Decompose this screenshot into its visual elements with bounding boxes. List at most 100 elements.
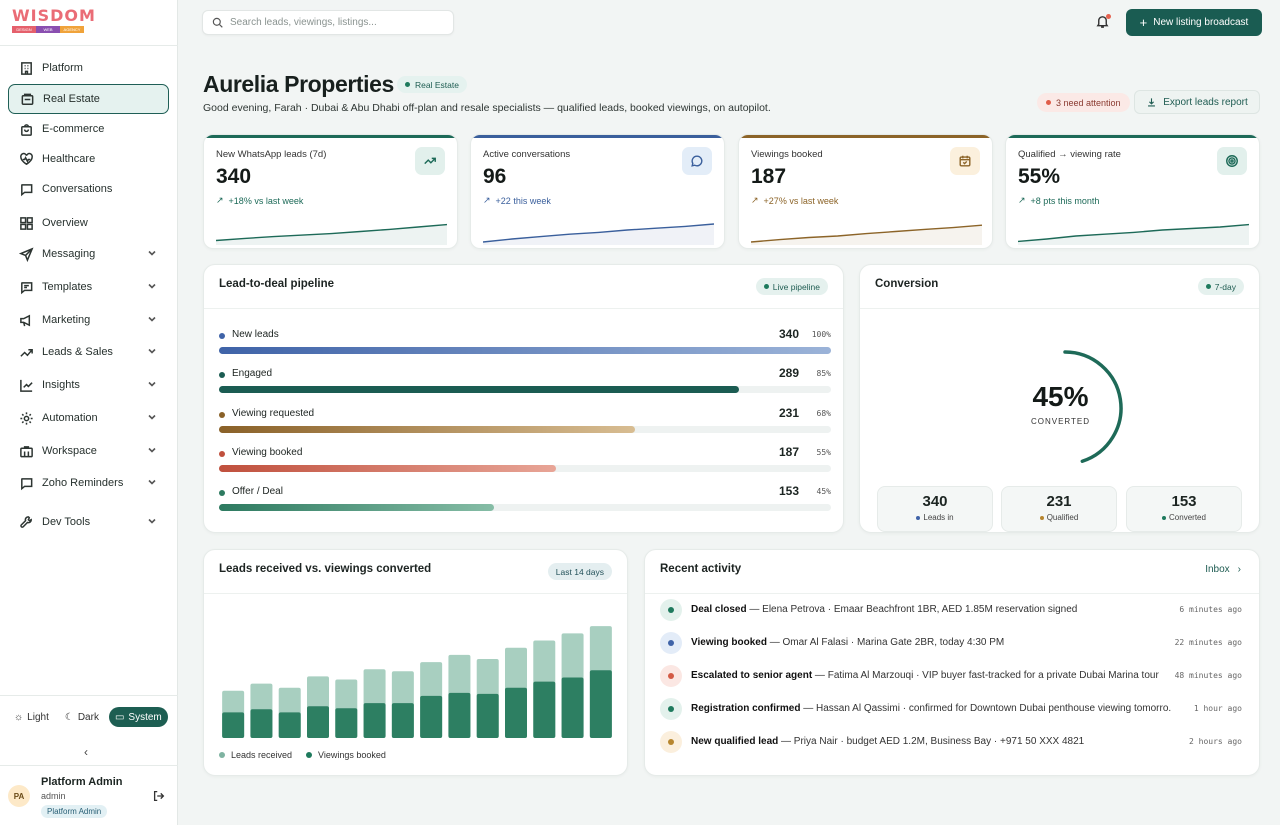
chat-icon <box>18 181 34 197</box>
pipeline-stage[interactable]: Viewing booked 187 55% <box>219 445 831 475</box>
stat-label-text: Converted <box>1169 513 1206 522</box>
activity-dot <box>668 607 674 613</box>
pipeline-stage[interactable]: Engaged 289 85% <box>219 366 831 396</box>
inbox-link-label: Inbox <box>1205 564 1230 575</box>
stage-value: 187 <box>778 444 799 459</box>
kpi-card[interactable]: Qualified → viewing rate 55% ↗ +8 pts this … <box>1005 134 1260 249</box>
activity-time: 48 minutes ago <box>1174 671 1242 680</box>
inbox-link[interactable]: Inbox › <box>1205 564 1241 575</box>
stat-label: Leads in <box>878 513 992 522</box>
viewings-booked-bar <box>589 670 612 738</box>
monitor-icon: ▭ <box>114 711 125 723</box>
leads-chart-title: Leads received vs. viewings converted <box>219 563 432 575</box>
activity-event: Deal closed <box>691 604 747 615</box>
arrow-up-right-icon: ↗ <box>751 195 759 205</box>
activity-item[interactable]: Deal closed — Elena Petrova · Emaar Beac… <box>660 595 1246 625</box>
stage-bar <box>219 464 556 472</box>
period-label: 7-day <box>1214 281 1236 292</box>
sidebar-item-label: Healthcare <box>42 153 96 165</box>
activity-time: 2 hours ago <box>1189 737 1242 746</box>
date-range-label: Last 14 days <box>555 566 604 577</box>
chevron-down-icon <box>147 346 157 356</box>
theme-system-button[interactable]: ▭ System <box>108 707 168 727</box>
activity-status-icon <box>660 665 682 687</box>
kpi-delta-label: +8 pts this month <box>1030 195 1100 206</box>
pipeline-pill-label: Live pipeline <box>772 281 820 292</box>
activity-time: 6 minutes ago <box>1179 605 1242 614</box>
sidebar-item-zoho-reminders[interactable]: Zoho Reminders <box>8 468 169 498</box>
viewings-booked-bar <box>250 709 273 738</box>
kpi-card[interactable]: New WhatsApp leads (7d) 340 ↗ +18% vs last … <box>203 134 458 249</box>
activity-time: 1 hour ago <box>1193 704 1242 713</box>
sidebar-item-workspace[interactable]: Workspace <box>8 436 169 466</box>
activity-status-icon <box>660 698 682 720</box>
sidebar-item-label: Zoho Reminders <box>42 477 124 489</box>
kpi-card[interactable]: Active conversations 96 ↗ +22 this week <box>470 134 725 249</box>
attention-badge[interactable]: 3 need attention <box>1037 93 1130 112</box>
theme-light-button[interactable]: ☼ Light <box>8 707 55 727</box>
user-role: admin <box>41 791 66 801</box>
search-input[interactable]: Search leads, viewings, listings... <box>202 10 454 35</box>
stage-value: 289 <box>778 366 799 381</box>
activity-detail: — Fatima Al Marzouqi · VIP buyer fast-tr… <box>812 670 1159 681</box>
sidebar-item-label: Overview <box>42 217 88 229</box>
pipeline-stage[interactable]: Offer / Deal 153 45% <box>219 484 831 514</box>
activity-item[interactable]: Escalated to senior agent — Fatima Al Ma… <box>660 661 1246 691</box>
kpi-value: 55% <box>1018 165 1061 188</box>
kpi-label: Viewings booked <box>751 149 823 160</box>
activity-detail: — Omar Al Falasi · Marina Gate 2BR, toda… <box>766 637 1005 648</box>
sidebar-item-insights[interactable]: Insights <box>8 370 169 400</box>
sidebar-item-marketing[interactable]: Marketing <box>8 305 169 335</box>
sidebar-item-conversations[interactable]: Conversations <box>8 174 169 204</box>
sidebar-item-templates[interactable]: Templates <box>8 272 169 302</box>
moon-icon: ☾ <box>64 711 74 723</box>
sidebar-item-automation[interactable]: Automation <box>8 403 169 433</box>
sidebar-item-real-estate[interactable]: Real Estate <box>8 84 169 114</box>
activity-text: Viewing booked — Omar Al Falasi · Marina… <box>691 637 1171 648</box>
download-icon <box>1148 97 1156 106</box>
sidebar-item-label: Conversations <box>42 183 113 195</box>
sidebar-item-leads-sales[interactable]: Leads & Sales <box>8 337 169 367</box>
viewings-booked-bar <box>278 712 301 738</box>
send-icon <box>18 246 34 262</box>
sidebar-item-platform[interactable]: Platform <box>8 53 169 83</box>
activity-item[interactable]: New qualified lead — Priya Nair · budget… <box>660 727 1246 757</box>
collapse-sidebar-button[interactable]: ‹ <box>84 745 88 759</box>
stage-percent: 100% <box>811 330 831 339</box>
pipeline-stage[interactable]: Viewing requested 231 68% <box>219 406 831 436</box>
card-header <box>645 550 1259 594</box>
activity-dot <box>668 640 674 646</box>
chart-icon <box>18 377 34 393</box>
logout-icon[interactable] <box>152 789 166 803</box>
sidebar-item-overview[interactable]: Overview <box>8 208 169 238</box>
legend-swatch <box>306 752 313 758</box>
sidebar-item-dev-tools[interactable]: Dev Tools <box>8 507 169 537</box>
status-dot <box>405 82 410 87</box>
sidebar-item-healthcare[interactable]: Healthcare <box>8 144 169 174</box>
sidebar-item-label: E-commerce <box>42 123 105 135</box>
chevron-right-icon: › <box>1237 564 1241 575</box>
activity-event: Escalated to senior agent <box>691 670 813 681</box>
stage-track <box>219 504 831 512</box>
export-leads-report-button[interactable]: Export leads report <box>1134 90 1260 114</box>
kpi-card[interactable]: Viewings booked 187 ↗ +27% vs last week <box>738 134 993 249</box>
new-listing-broadcast-button[interactable]: + New listing broadcast <box>1126 9 1262 36</box>
avatar: PA <box>8 785 30 807</box>
arrow-up-right-icon: ↗ <box>216 195 224 205</box>
grid-icon <box>18 215 34 231</box>
leads-bar-chart <box>222 626 612 738</box>
chevron-down-icon <box>147 412 157 422</box>
sidebar-item-messaging[interactable]: Messaging <box>8 239 169 269</box>
stage-label: Offer / Deal <box>232 486 283 498</box>
pipeline-stage[interactable]: New leads 340 100% <box>219 327 831 357</box>
sidebar-item-e-commerce[interactable]: E-commerce <box>8 114 169 144</box>
notifications-button[interactable] <box>1095 14 1111 30</box>
stage-percent: 85% <box>816 369 831 379</box>
theme-dark-button[interactable]: ☾ Dark <box>59 707 105 727</box>
notification-dot <box>1106 14 1111 19</box>
user-profile[interactable]: PA Platform Admin admin Platform Admin <box>8 773 174 821</box>
activity-item[interactable]: Viewing booked — Omar Al Falasi · Marina… <box>660 628 1246 658</box>
activity-item[interactable]: Registration confirmed — Hassan Al Qassi… <box>660 694 1246 724</box>
building-icon <box>18 60 34 76</box>
brand-logo[interactable]: WISDOM DESIGN WEB AGENCY <box>12 7 95 35</box>
